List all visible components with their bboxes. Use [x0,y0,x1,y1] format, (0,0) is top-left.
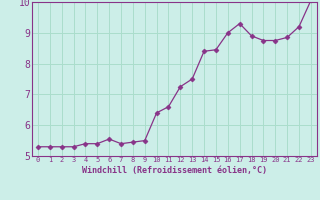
X-axis label: Windchill (Refroidissement éolien,°C): Windchill (Refroidissement éolien,°C) [82,166,267,175]
